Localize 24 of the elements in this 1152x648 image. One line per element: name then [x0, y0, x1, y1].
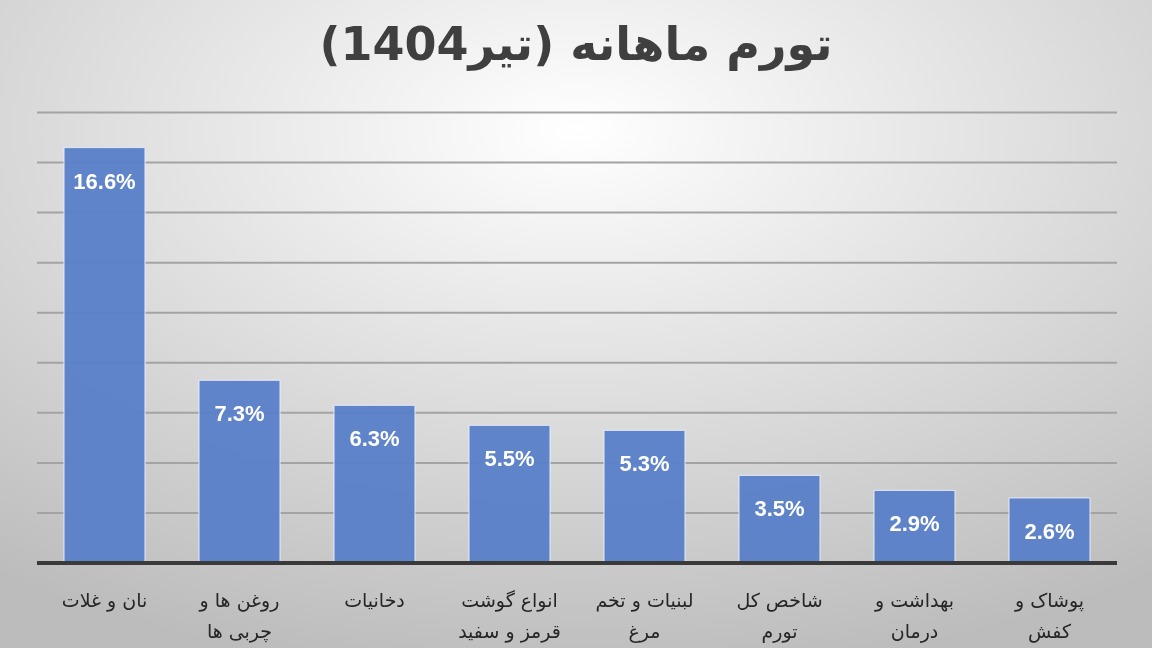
x-tick-label: دخانیات — [344, 589, 405, 611]
data-label: 5.3% — [619, 451, 670, 477]
chart-title: تورم ماهانه (تیر1404) — [319, 17, 833, 71]
bar — [198, 379, 281, 564]
x-tick-label: بهداشت و درمان — [873, 589, 955, 643]
data-label: 2.6% — [1024, 518, 1075, 544]
data-label: 6.3% — [349, 426, 400, 452]
x-tick-label: نان و غلات — [61, 589, 148, 612]
data-label: 5.5% — [484, 446, 535, 472]
bar — [603, 429, 686, 564]
x-tick-label: پوشاک و کفش — [1013, 589, 1085, 643]
x-tick-label: انواع گوشت قرمز و سفید — [458, 589, 561, 643]
bar — [873, 489, 956, 564]
x-tick-label: شاخص کل تورم — [736, 589, 823, 643]
data-label: 3.5% — [754, 496, 805, 522]
data-label: 16.6% — [73, 168, 136, 194]
x-tick-label: لبنیات و تخم مرغ — [595, 589, 694, 643]
data-label: 7.3% — [214, 401, 265, 427]
x-tick-label: روغن ها و چربی ها — [198, 589, 280, 643]
bar — [738, 474, 821, 564]
data-label: 2.9% — [889, 511, 940, 537]
bar — [63, 146, 146, 564]
bar — [468, 424, 551, 564]
bar — [333, 404, 416, 564]
